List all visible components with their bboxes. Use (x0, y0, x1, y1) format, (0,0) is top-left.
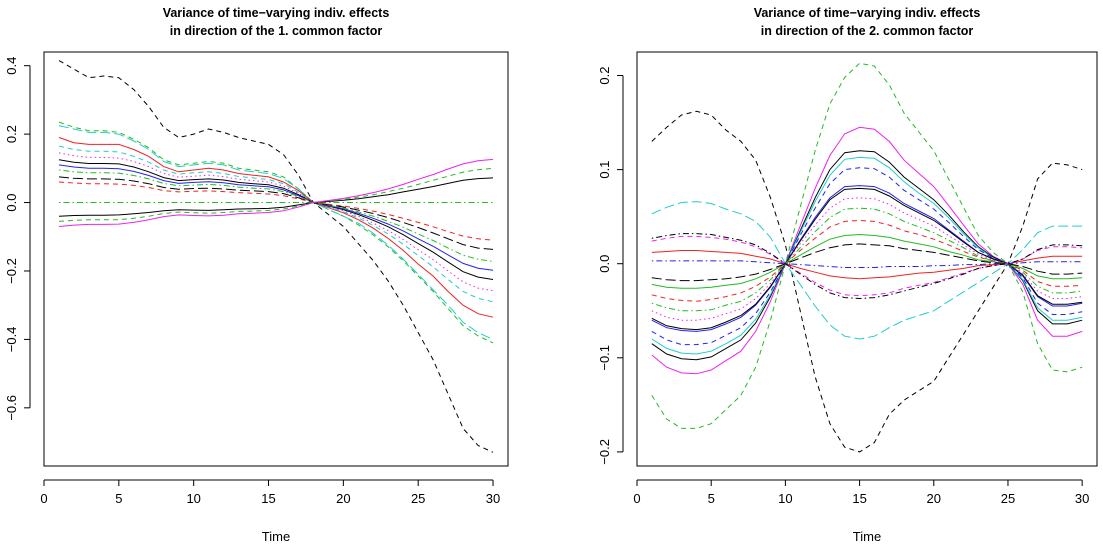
x-tick-label: 5 (708, 491, 715, 506)
plot-frame (636, 51, 1098, 467)
series-line-1 (58, 60, 494, 453)
series-line-8 (651, 185, 1083, 332)
chart-title-line-2: in direction of the 1. common factor (170, 24, 383, 38)
x-tick-label: 30 (486, 491, 500, 506)
series-line-16 (651, 260, 1083, 268)
x-tick-label: 0 (633, 491, 640, 506)
y-tick-label: 0.2 (4, 125, 19, 143)
series-line-2 (58, 121, 494, 344)
x-tick-label: 30 (1075, 491, 1089, 506)
y-tick-label: −0.2 (4, 258, 19, 284)
x-tick-label: 15 (261, 491, 275, 506)
series-line-3 (651, 201, 1083, 340)
series-line-7 (651, 167, 1083, 346)
series-line-15 (58, 158, 494, 227)
chart-title-line-1: Variance of time−varying indiv. effects (754, 6, 981, 20)
x-tick-label: 10 (778, 491, 792, 506)
series-line-13 (651, 233, 1083, 289)
y-tick-label: −0.2 (597, 439, 612, 465)
x-tick-label: 20 (927, 491, 941, 506)
y-tick-label: −0.4 (4, 327, 19, 353)
x-tick-label: 0 (40, 491, 47, 506)
series-line-8 (58, 164, 494, 271)
series-line-10 (58, 176, 494, 250)
series-line-1 (651, 110, 1083, 453)
x-tick-label: 10 (186, 491, 200, 506)
plot-frame (43, 51, 509, 467)
chart-panel-2: Variance of time−varying indiv. effects i… (597, 6, 1098, 544)
series-line-11 (651, 207, 1083, 312)
y-tick-label: 0.4 (4, 57, 19, 75)
series-line-10 (651, 197, 1083, 321)
chart-title-line-2: in direction of the 2. common factor (761, 24, 974, 38)
y-tick-label: 0.0 (4, 194, 19, 212)
y-tick-label: −0.1 (597, 345, 612, 371)
series-line-6 (651, 156, 1083, 355)
series-line-2 (651, 62, 1083, 429)
series-line-4 (58, 137, 494, 318)
series-group (651, 62, 1083, 453)
x-tick-label: 15 (852, 491, 866, 506)
series-line-7 (58, 159, 494, 280)
series-line-3 (58, 125, 494, 340)
y-tick-label: 0.1 (597, 161, 612, 179)
series-group (58, 60, 494, 453)
chart-title-line-1: Variance of time−varying indiv. effects (163, 6, 390, 20)
y-tick-label: −0.6 (4, 395, 19, 421)
series-line-5 (651, 150, 1083, 361)
series-line-18 (651, 233, 1083, 300)
x-tick-label: 25 (411, 491, 425, 506)
series-line-14 (58, 167, 494, 222)
x-axis-label: Time (853, 529, 881, 544)
series-line-4 (651, 126, 1083, 375)
x-tick-label: 5 (115, 491, 122, 506)
y-tick-label: 0.2 (597, 66, 612, 84)
x-tick-label: 20 (336, 491, 350, 506)
series-line-11 (58, 181, 494, 241)
x-axis-label: Time (262, 529, 290, 544)
chart-panel-1: Variance of time−varying indiv. effects i… (4, 6, 509, 544)
series-line-17 (651, 235, 1083, 297)
series-line-6 (58, 152, 494, 292)
series-line-5 (58, 145, 494, 303)
series-line-14 (651, 243, 1083, 282)
series-line-13 (58, 177, 494, 217)
series-line-9 (58, 169, 494, 262)
series-line-9 (651, 187, 1083, 331)
y-tick-label: 0.0 (597, 255, 612, 273)
x-tick-label: 25 (1001, 491, 1015, 506)
